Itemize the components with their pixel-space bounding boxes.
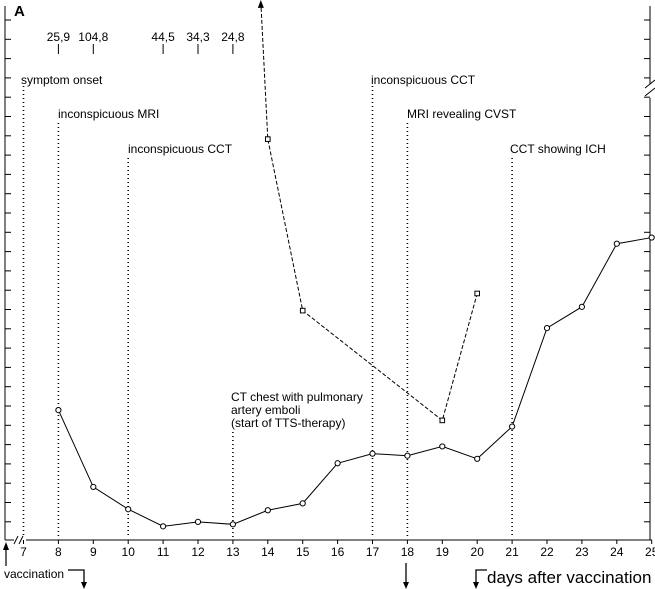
- x-tick-label: 22: [540, 545, 554, 559]
- solid-series-point: [508, 423, 516, 430]
- x-tick-label: 23: [575, 545, 589, 559]
- x-tick-label: 13: [226, 545, 240, 559]
- event-label-line: inconspicuous CCT: [371, 73, 476, 87]
- left-axis: [4, 6, 11, 540]
- solid-series-point: [439, 443, 446, 450]
- solid-series-point: [404, 452, 411, 459]
- panel-label: A: [14, 3, 25, 20]
- solid-series-point: [125, 506, 132, 513]
- event-label: symptom onset: [21, 73, 103, 87]
- event-label-line: inconspicuous MRI: [58, 107, 159, 121]
- series-layer: [55, 0, 655, 530]
- dashed-series-point: [265, 136, 271, 142]
- solid-series-point: [369, 450, 376, 457]
- solid-series-point: [55, 406, 62, 414]
- event-label-line: inconspicuous CCT: [128, 142, 233, 156]
- event-lines: symptom onset inconspicuous MRI inconspicu…: [21, 73, 606, 538]
- top-value-label: 104,8: [78, 30, 108, 44]
- top-value-label: 24,8: [221, 30, 245, 44]
- solid-series-point: [160, 523, 167, 530]
- x-tick-label: 16: [331, 545, 345, 559]
- right-axis-break-mark: [644, 87, 655, 97]
- right-axis-break-mark: [644, 79, 655, 89]
- x-axis-break-mark: [18, 535, 24, 545]
- event-label-line: artery emboli: [231, 403, 300, 417]
- x-tick-label: 14: [261, 545, 275, 559]
- event-label: inconspicuous MRI: [58, 107, 159, 121]
- event-label: CT chest with pulmonary artery emboli (sta…: [231, 390, 363, 430]
- x-tick-label: 24: [610, 545, 624, 559]
- x-tick-label: 8: [55, 545, 62, 559]
- event-label-line: symptom onset: [21, 73, 103, 87]
- solid-series-point: [648, 234, 655, 241]
- solid-series-point: [299, 500, 306, 507]
- x-tick-label: 25: [645, 545, 655, 559]
- event-label: inconspicuous CCT: [371, 73, 476, 87]
- x-tick-label: 11: [157, 545, 170, 559]
- down-arrow-day18-head: [403, 582, 409, 589]
- solid-series-line: [57, 237, 652, 527]
- x-tick-label: 12: [191, 545, 205, 559]
- x-tick-label: 19: [436, 545, 450, 559]
- dashed-series-point: [474, 290, 480, 297]
- solid-series-point: [194, 518, 202, 526]
- bent-arrow-title-head: [473, 582, 479, 589]
- event-label-line: (start of TTS-therapy): [231, 416, 345, 430]
- bent-arrow-day8-head: [81, 582, 87, 589]
- event-label: MRI revealing CVST: [407, 107, 517, 121]
- right-axis: [644, 6, 655, 540]
- solid-series-point: [229, 521, 236, 528]
- vaccination-label: vaccination: [4, 567, 64, 581]
- solid-series-point: [264, 507, 271, 514]
- vaccination-arrow-head: [3, 542, 9, 550]
- event-label: CCT showing ICH: [510, 142, 606, 156]
- x-tick-label: 10: [122, 545, 136, 559]
- x-axis-break-mark: [13, 535, 19, 545]
- solid-series-point: [334, 460, 341, 467]
- top-value-label: 25,9: [47, 30, 71, 44]
- x-tick-label: 20: [471, 545, 485, 559]
- x-tick-label: 21: [505, 545, 519, 559]
- solid-series-point: [543, 325, 551, 332]
- top-values: 25,9 104,8 44,5 34,3 24,8: [47, 30, 245, 54]
- dashed-series-point: [439, 417, 446, 424]
- top-value-label: 34,3: [186, 30, 210, 44]
- x-tick-label: 18: [401, 545, 415, 559]
- dashed-series-line: [260, 1, 478, 422]
- solid-series-point: [90, 483, 97, 491]
- x-tick-label: 17: [366, 545, 380, 559]
- dashed-series-point: [299, 307, 306, 314]
- bent-arrow-title: [475, 569, 487, 584]
- event-label-line: CCT showing ICH: [510, 142, 606, 156]
- solid-series-point: [474, 455, 481, 462]
- x-tick-label: 15: [296, 545, 310, 559]
- top-value-label: 44,5: [151, 30, 175, 44]
- x-tick-label: 9: [90, 545, 97, 559]
- x-tick-label: 7: [20, 545, 27, 559]
- x-axis-title: days after vaccination: [487, 568, 651, 587]
- bent-arrow-day8: [68, 569, 85, 584]
- dashed-series-arrowhead: [257, 0, 264, 8]
- solid-series-point: [578, 303, 586, 310]
- event-label: inconspicuous CCT: [128, 142, 233, 156]
- solid-series-point: [613, 240, 620, 247]
- decorations: [3, 542, 487, 589]
- event-label-line: CT chest with pulmonary: [231, 390, 363, 404]
- event-label-line: MRI revealing CVST: [407, 107, 517, 121]
- x-axis: 7 8 9 10 11 12 13 14 15 16 17 18 19 20 21 22 23 24 25: [5, 535, 655, 559]
